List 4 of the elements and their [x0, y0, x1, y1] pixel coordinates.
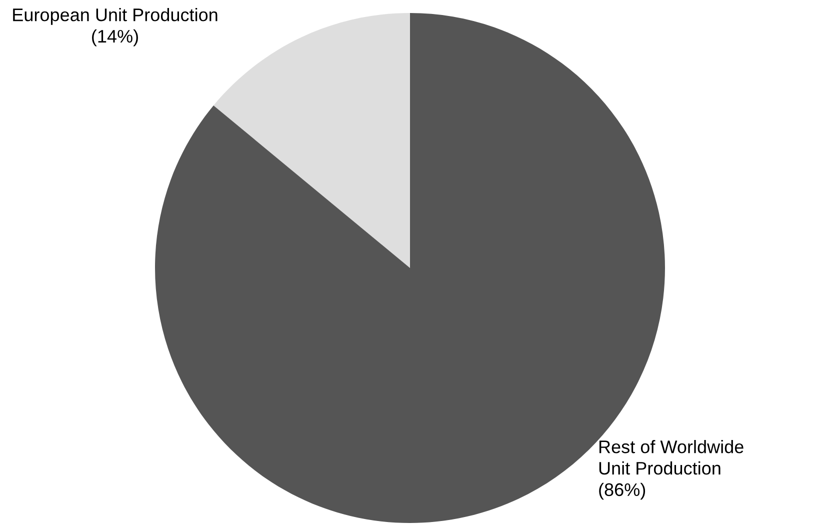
slice-label: European Unit Production: [13, 8, 218, 25]
data-label: (86%): [599, 482, 646, 500]
slice-label: Rest of Worldwide Unit Production: [599, 440, 744, 475]
data-label: (14%): [92, 29, 138, 46]
